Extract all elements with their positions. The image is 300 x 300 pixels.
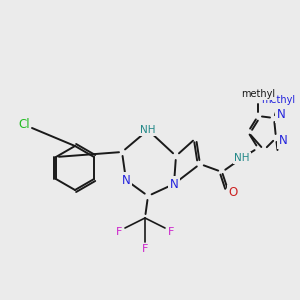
Text: NH: NH: [140, 125, 156, 135]
Text: O: O: [228, 187, 238, 200]
Text: F: F: [168, 227, 174, 237]
Text: NH: NH: [234, 153, 250, 163]
Text: F: F: [142, 244, 148, 254]
Text: N: N: [277, 109, 285, 122]
Text: methyl: methyl: [241, 89, 275, 99]
Text: N: N: [279, 134, 287, 148]
Text: F: F: [116, 227, 122, 237]
Text: methyl: methyl: [261, 95, 295, 105]
Text: N: N: [169, 178, 178, 190]
Text: N: N: [122, 173, 130, 187]
Text: Cl: Cl: [18, 118, 30, 130]
